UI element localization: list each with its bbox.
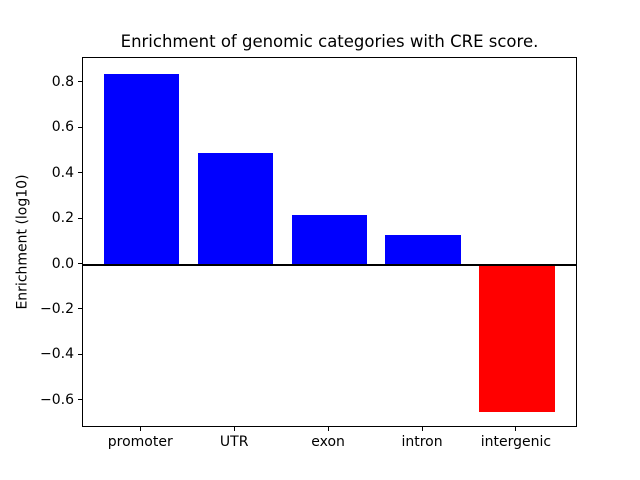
x-tick-label-intergenic: intergenic xyxy=(480,434,552,450)
bar-promoter xyxy=(103,73,179,265)
zero-line xyxy=(83,263,576,266)
x-tick-mark xyxy=(421,427,423,431)
y-axis-label: Enrichment (log10) xyxy=(15,174,32,310)
bar-intron xyxy=(385,235,461,265)
plot-area xyxy=(82,57,577,427)
y-tick-label: 0.0 xyxy=(51,255,74,272)
x-tick-label-exon: exon xyxy=(311,434,345,450)
y-tick-label: −0.4 xyxy=(40,346,74,363)
y-tick-mark xyxy=(78,353,82,355)
y-tick-label: 0.2 xyxy=(51,210,74,227)
y-tick-mark xyxy=(78,81,82,83)
y-tick-mark xyxy=(78,308,82,310)
bar-UTR xyxy=(197,153,273,265)
x-tick-mark xyxy=(139,427,141,431)
bar-intergenic xyxy=(479,264,555,413)
x-tick-label-UTR: UTR xyxy=(219,434,249,450)
y-tick-mark xyxy=(78,263,82,265)
y-tick-label: 0.4 xyxy=(51,164,74,181)
y-tick-label: 0.6 xyxy=(51,119,74,136)
x-tick-label-intron: intron xyxy=(401,434,443,450)
y-tick-label: −0.6 xyxy=(40,391,74,408)
y-tick-label: −0.2 xyxy=(40,300,74,317)
x-tick-mark xyxy=(327,427,329,431)
bar-exon xyxy=(291,214,367,265)
y-axis-label-container: Enrichment (log10) xyxy=(14,57,32,427)
y-tick-mark xyxy=(78,399,82,401)
chart-title: Enrichment of genomic categories with CR… xyxy=(120,32,539,51)
x-tick-mark xyxy=(233,427,235,431)
x-tick-mark xyxy=(515,427,517,431)
y-tick-mark xyxy=(78,217,82,219)
y-tick-label: 0.8 xyxy=(51,73,74,90)
y-tick-mark xyxy=(78,172,82,174)
x-tick-label-promoter: promoter xyxy=(107,434,173,450)
bars-layer xyxy=(83,58,576,426)
y-tick-mark xyxy=(78,126,82,128)
